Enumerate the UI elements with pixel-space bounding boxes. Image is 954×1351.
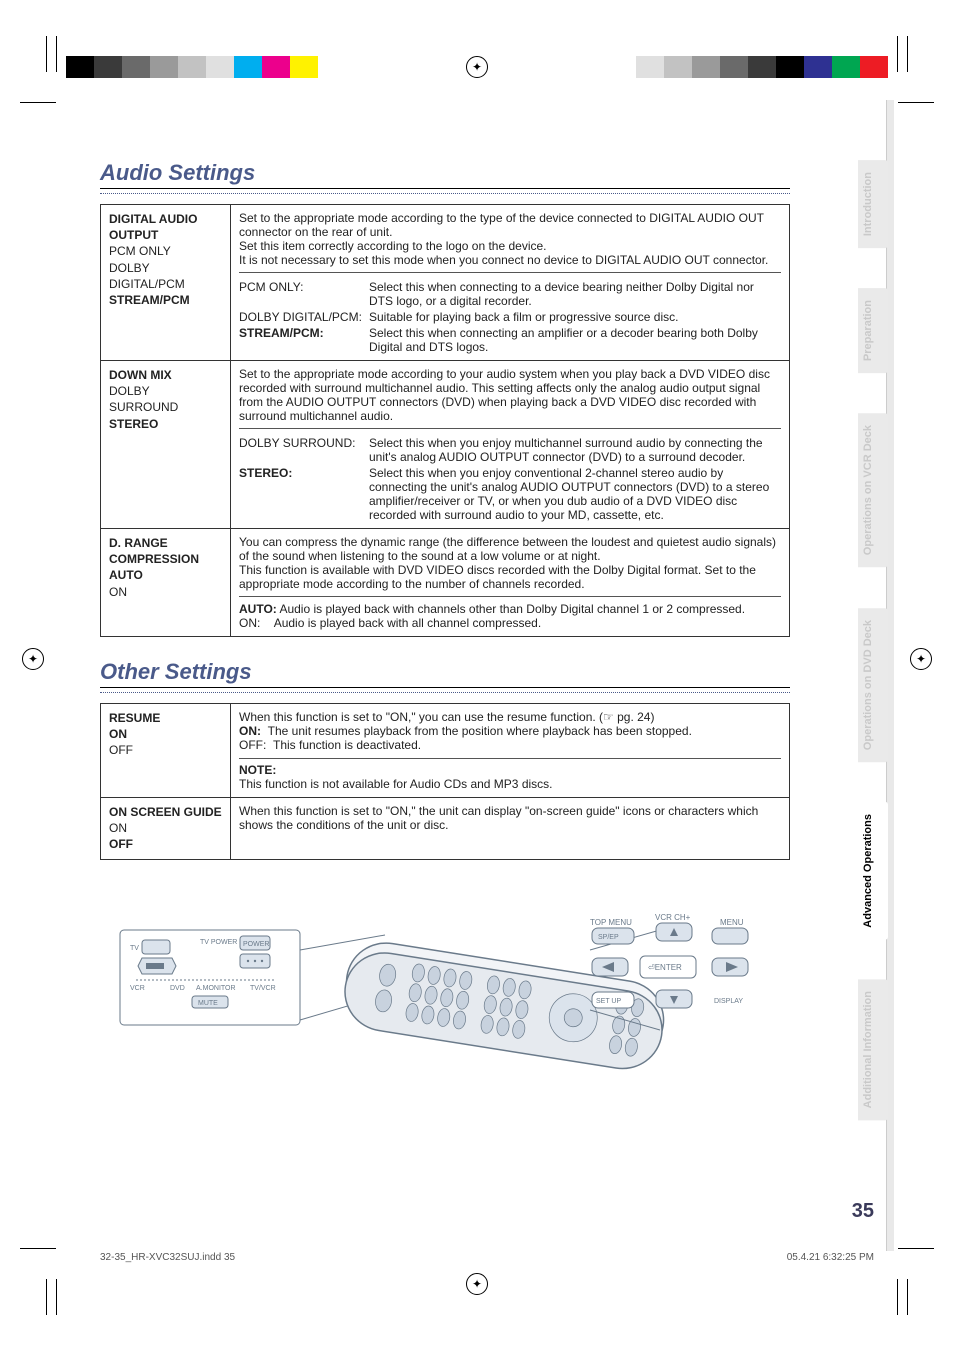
svg-text:DVD: DVD <box>170 985 185 992</box>
setting-label: D. RANGE COMPRESSION AUTO ON <box>101 529 231 637</box>
tab-additional-info: Additional Information <box>858 979 888 1120</box>
main-content: Audio Settings DIGITAL AUDIO OUTPUT PCM … <box>100 160 790 860</box>
audio-settings-table: DIGITAL AUDIO OUTPUT PCM ONLY DOLBY DIGI… <box>100 204 790 637</box>
remote-illustration: TV TV POWER POWER VCR DVD A.MONITOR TV/V… <box>100 900 790 1080</box>
setting-label: RESUME ON OFF <box>101 704 231 798</box>
svg-text:TV POWER: TV POWER <box>200 939 237 946</box>
color-bar-left <box>66 56 318 78</box>
svg-text:DISPLAY: DISPLAY <box>714 998 743 1005</box>
setting-label: DIGITAL AUDIO OUTPUT PCM ONLY DOLBY DIGI… <box>101 205 231 361</box>
svg-text:SET UP: SET UP <box>596 998 621 1005</box>
svg-text:MUTE: MUTE <box>198 1000 218 1007</box>
svg-text:POWER: POWER <box>243 941 269 948</box>
tab-vcr-operations: Operations on VCR Deck <box>858 413 888 567</box>
svg-text:VCR: VCR <box>130 985 145 992</box>
tab-dvd-operations: Operations on DVD Deck <box>858 608 888 762</box>
table-row: DIGITAL AUDIO OUTPUT PCM ONLY DOLBY DIGI… <box>101 205 790 361</box>
footer-timestamp: 05.4.21 6:32:25 PM <box>787 1252 874 1263</box>
page-number: 35 <box>852 1200 874 1223</box>
table-row: D. RANGE COMPRESSION AUTO ON You can com… <box>101 529 790 637</box>
setting-description: You can compress the dynamic range (the … <box>231 529 790 637</box>
registration-mark-icon: ✦ <box>466 1273 488 1295</box>
svg-text:A.MONITOR: A.MONITOR <box>196 985 236 992</box>
svg-text:VCR CH+: VCR CH+ <box>655 913 691 922</box>
setting-description: When this function is set to "ON," you c… <box>231 704 790 798</box>
setting-description: Set to the appropriate mode according to… <box>231 361 790 529</box>
setting-description: When this function is set to "ON," the u… <box>231 798 790 860</box>
registration-mark-icon: ✦ <box>910 648 932 670</box>
tab-preparation: Preparation <box>858 288 888 373</box>
table-row: DOWN MIX DOLBY SURROUND STEREO Set to th… <box>101 361 790 529</box>
registration-mark-icon: ✦ <box>466 56 488 78</box>
other-settings-table: RESUME ON OFF When this function is set … <box>100 703 790 860</box>
svg-text:TV/VCR: TV/VCR <box>250 985 276 992</box>
section-title-audio: Audio Settings <box>100 160 790 189</box>
side-tabs: Introduction Preparation Operations on V… <box>858 160 888 1121</box>
setting-label: ON SCREEN GUIDE ON OFF <box>101 798 231 860</box>
table-row: ON SCREEN GUIDE ON OFF When this functio… <box>101 798 790 860</box>
section-title-other: Other Settings <box>100 659 790 688</box>
registration-mark-icon: ✦ <box>22 648 44 670</box>
svg-text:⏎ENTER: ⏎ENTER <box>648 963 682 972</box>
table-row: RESUME ON OFF When this function is set … <box>101 704 790 798</box>
svg-text:SP/EP: SP/EP <box>598 934 619 941</box>
tab-advanced-operations: Advanced Operations <box>858 802 888 940</box>
svg-text:MENU: MENU <box>720 918 744 927</box>
svg-text:TOP MENU: TOP MENU <box>590 918 632 927</box>
footer-file-info: 32-35_HR-XVC32SUJ.indd 35 <box>100 1252 235 1263</box>
color-bar-right <box>636 56 888 78</box>
setting-label: DOWN MIX DOLBY SURROUND STEREO <box>101 361 231 529</box>
setting-description: Set to the appropriate mode according to… <box>231 205 790 361</box>
remote-label: TV <box>130 945 139 952</box>
tab-introduction: Introduction <box>858 160 888 248</box>
